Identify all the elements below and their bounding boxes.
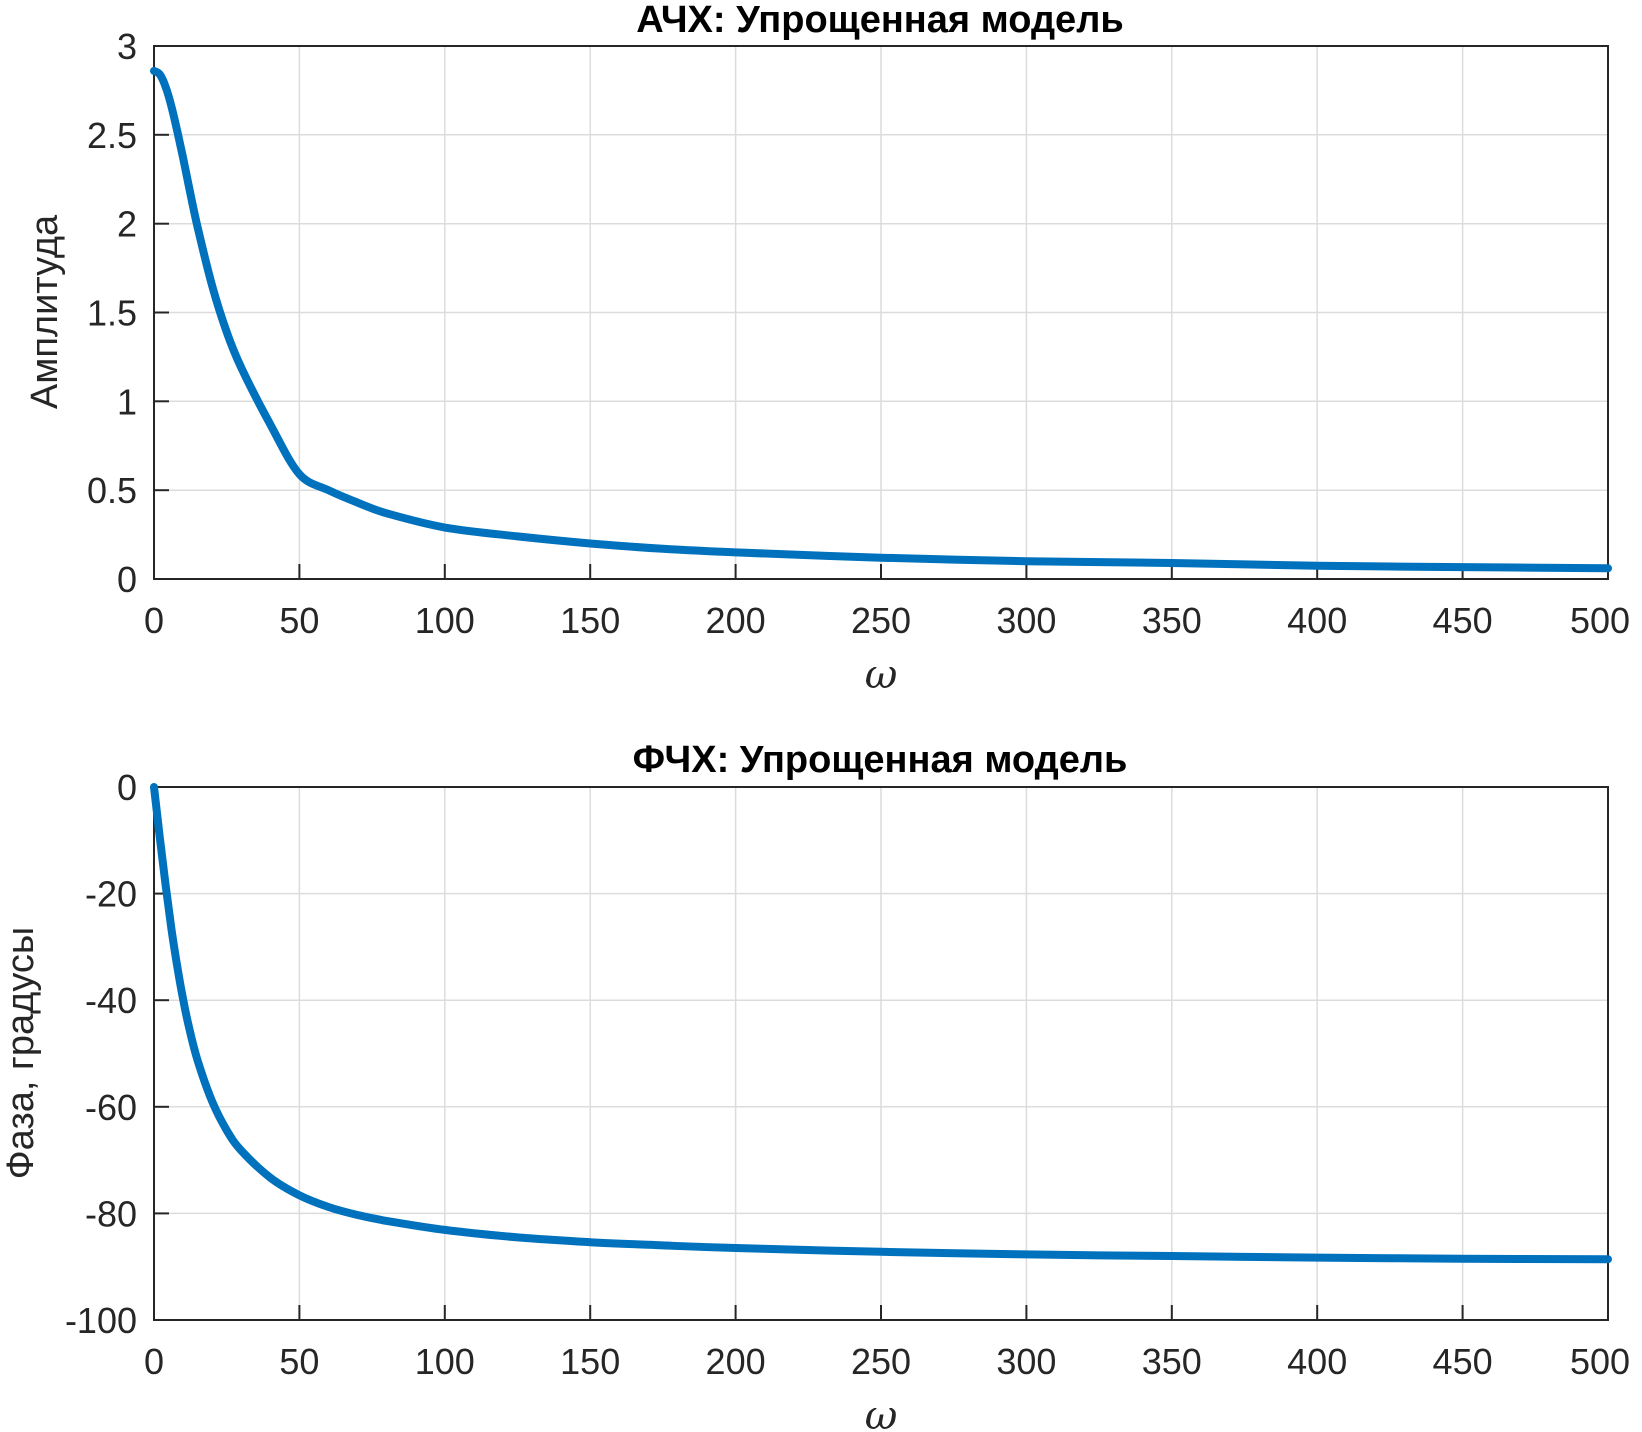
phase-grid (154, 787, 1608, 1320)
amplitude-ytick-label-6: 0 (117, 559, 137, 600)
amplitude-ytick-label-2: 2 (117, 204, 137, 245)
amplitude-series-line (150, 66, 1612, 573)
amplitude-xtick-label-10: 500 (1570, 600, 1630, 641)
phase-x-axis-label: ω (865, 1393, 898, 1432)
amplitude-y-axis-label: Амплитуда (24, 214, 66, 409)
phase-axes (153, 786, 1609, 1321)
phase-ytick-label-2: -40 (85, 980, 137, 1021)
amplitude-x-axis-label: ω (865, 652, 898, 698)
phase-y-tickmarks (154, 786, 169, 1321)
phase-xtick-label-10: 500 (1570, 1341, 1630, 1382)
amplitude-xtick-label-6: 300 (996, 600, 1056, 641)
phase-y-tick-labels: 0 -20 -40 -60 -80 -100 (65, 767, 137, 1341)
phase-xtick-label-6: 300 (996, 1341, 1056, 1382)
amplitude-xtick-label-7: 350 (1142, 600, 1202, 641)
phase-ytick-label-1: -20 (85, 874, 137, 915)
amplitude-y-tick-labels: 3 2.5 2 1.5 1 0.5 0 (87, 26, 137, 600)
amplitude-ytick-label-0: 3 (117, 26, 137, 67)
phase-series-line (150, 783, 1612, 1264)
phase-ytick-label-4: -80 (85, 1193, 137, 1234)
amplitude-ytick-label-4: 1 (117, 381, 137, 422)
amplitude-ytick-label-1: 2.5 (87, 115, 137, 156)
phase-ytick-label-5: -100 (65, 1300, 137, 1341)
amplitude-y-tickmarks (154, 45, 169, 580)
phase-xtick-label-0: 0 (144, 1341, 164, 1382)
amplitude-title: АЧХ: Упрощенная модель (636, 0, 1123, 41)
amplitude-xtick-label-4: 200 (706, 600, 766, 641)
amplitude-xtick-label-9: 450 (1433, 600, 1493, 641)
amplitude-x-tick-labels: 0 50 100 150 200 250 300 350 400 450 500 (144, 600, 1630, 641)
phase-xtick-label-9: 450 (1433, 1341, 1493, 1382)
amplitude-plot: АЧХ: Упрощенная модель (24, 0, 1630, 698)
phase-xtick-label-7: 350 (1142, 1341, 1202, 1382)
amplitude-xtick-label-2: 100 (415, 600, 475, 641)
phase-y-axis-label: Фаза, градусы (0, 927, 42, 1179)
amplitude-xtick-label-5: 250 (851, 600, 911, 641)
phase-ytick-label-0: 0 (117, 767, 137, 808)
phase-xtick-label-2: 100 (415, 1341, 475, 1382)
phase-xtick-label-8: 400 (1287, 1341, 1347, 1382)
amplitude-xtick-label-1: 50 (279, 600, 319, 641)
phase-title: ФЧХ: Упрощенная модель (633, 739, 1128, 781)
amplitude-ytick-label-5: 0.5 (87, 470, 137, 511)
phase-xtick-label-5: 250 (851, 1341, 911, 1382)
amplitude-grid (154, 46, 1608, 579)
amplitude-xtick-label-0: 0 (144, 600, 164, 641)
phase-xtick-label-4: 200 (706, 1341, 766, 1382)
phase-xtick-label-1: 50 (279, 1341, 319, 1382)
amplitude-ytick-label-3: 1.5 (87, 293, 137, 334)
phase-ytick-label-3: -60 (85, 1087, 137, 1128)
phase-plot: ФЧХ: Упрощенная модель (0, 739, 1630, 1432)
amplitude-xtick-label-3: 150 (560, 600, 620, 641)
amplitude-xtick-label-8: 400 (1287, 600, 1347, 641)
phase-xtick-label-3: 150 (560, 1341, 620, 1382)
phase-x-tickmarks (153, 1305, 1609, 1320)
phase-x-tick-labels: 0 50 100 150 200 250 300 350 400 450 500 (144, 1341, 1630, 1382)
